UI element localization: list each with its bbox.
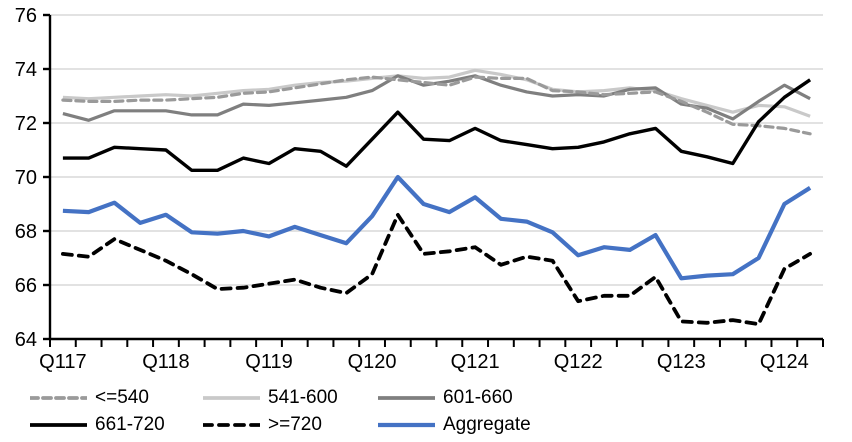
legend-label-541-600: 541-600 bbox=[268, 387, 338, 408]
series-lines bbox=[61, 68, 812, 327]
y-tick-label: 64 bbox=[15, 329, 37, 351]
y-tick-label: 72 bbox=[15, 113, 37, 135]
y-tick-label: 76 bbox=[15, 5, 37, 27]
legend-label-ge720: >=720 bbox=[268, 414, 322, 435]
x-tick-label: Q118 bbox=[142, 351, 189, 373]
y-tick-label: 68 bbox=[15, 221, 37, 243]
legend-item-le540: <=540 bbox=[30, 386, 149, 410]
legend-item-661-720: 661-720 bbox=[30, 413, 165, 437]
x-tick-label: Q124 bbox=[760, 351, 809, 373]
series-line-Aggregate bbox=[62, 174, 812, 281]
legend-item-aggregate: Aggregate bbox=[378, 413, 531, 437]
legend-swatch-dark-gray bbox=[378, 396, 435, 400]
series-line-720 bbox=[61, 212, 812, 327]
series-line-541600 bbox=[62, 68, 811, 118]
legend-item-601-660: 601-660 bbox=[378, 386, 513, 410]
series-line-661720 bbox=[62, 78, 812, 173]
y-tick-label: 74 bbox=[15, 59, 37, 81]
gridlines bbox=[50, 14, 823, 286]
x-tick-label: Q117 bbox=[39, 351, 86, 373]
series-line-540 bbox=[61, 75, 812, 136]
x-tick-label: Q121 bbox=[451, 351, 500, 373]
legend-swatch-dashed-gray bbox=[30, 396, 87, 400]
x-tick-label: Q120 bbox=[348, 351, 397, 373]
y-axis-labels: 64 66 68 70 72 74 76 bbox=[15, 5, 37, 351]
legend-swatch-blue bbox=[378, 422, 435, 428]
legend-item-ge720: >=720 bbox=[203, 413, 322, 437]
legend-swatch-black-solid bbox=[30, 423, 87, 427]
x-tick-label: Q119 bbox=[245, 351, 292, 373]
legend-label-601-660: 601-660 bbox=[443, 387, 513, 408]
legend-label-aggregate: Aggregate bbox=[443, 414, 531, 435]
x-axis-labels: Q117 Q118 Q119 Q120 Q121 Q122 Q123 Q124 bbox=[39, 351, 809, 373]
legend-label-le540: <=540 bbox=[95, 387, 149, 408]
legend-swatch-light-gray bbox=[203, 396, 260, 400]
legend-swatch-black-dashed bbox=[203, 423, 260, 427]
axes bbox=[43, 13, 824, 347]
x-tick-label: Q123 bbox=[657, 351, 706, 373]
y-tick-label: 66 bbox=[15, 275, 37, 297]
x-tick-label: Q122 bbox=[554, 351, 603, 373]
y-tick-label: 70 bbox=[15, 167, 37, 189]
legend-label-661-720: 661-720 bbox=[95, 414, 165, 435]
legend-item-541-600: 541-600 bbox=[203, 386, 338, 410]
legend: <=540 541-600 601-660 661-720 >=720 Aggr… bbox=[0, 383, 852, 442]
